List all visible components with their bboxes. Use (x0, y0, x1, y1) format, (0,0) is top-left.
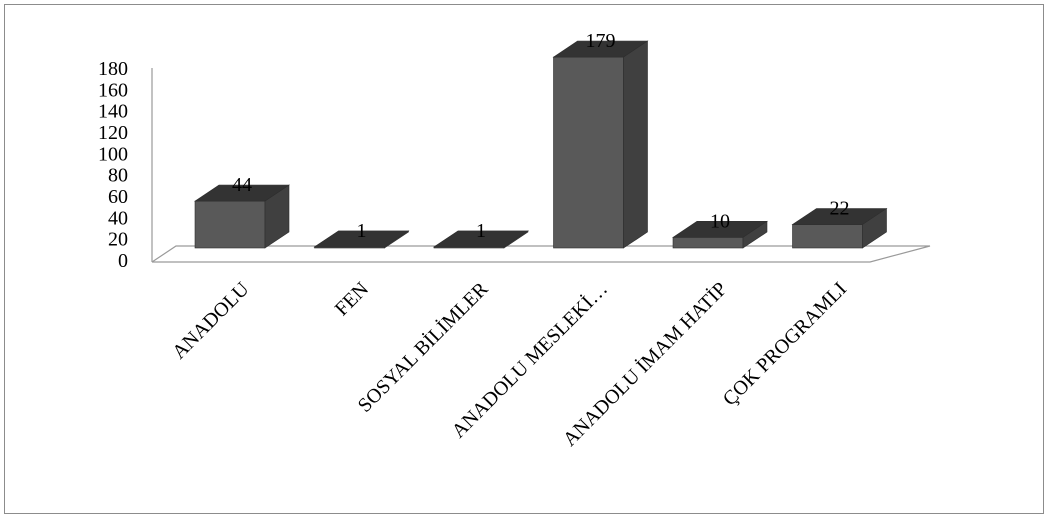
data-label: 179 (586, 30, 616, 52)
y-tick-label: 80 (108, 165, 128, 187)
bar-front (194, 200, 266, 249)
bar-side (623, 40, 648, 249)
x-tick-label: ÇOK PROGRAMLI (719, 278, 851, 410)
data-label: 1 (357, 220, 367, 242)
data-label: 10 (710, 210, 730, 232)
bar-side (384, 230, 409, 249)
bar-front (672, 237, 744, 249)
bar-front (553, 56, 624, 249)
y-tick-label: 140 (98, 101, 128, 123)
bar-side (862, 207, 887, 249)
y-tick-label: 20 (108, 229, 128, 251)
x-tick-label: FEN (331, 278, 373, 320)
y-tick-label: 60 (108, 186, 128, 208)
x-tick-label: ANADOLU (168, 278, 254, 364)
data-label: 22 (830, 198, 850, 220)
bar-front (792, 224, 863, 249)
y-tick-label: 160 (98, 79, 128, 101)
y-tick-label: 120 (98, 122, 128, 144)
bar-side (742, 220, 768, 249)
x-tick-label: SOSYAL BİLİMLER (353, 277, 493, 417)
chart-floor (151, 245, 931, 263)
y-tick-label: 100 (98, 143, 128, 165)
bar-side (264, 184, 290, 249)
data-label: 1 (476, 220, 486, 242)
data-labels: 44 1 1 179 10 22 (232, 30, 850, 242)
chart-frame (4, 4, 1044, 514)
bars (194, 40, 888, 249)
y-tick-label: 180 (98, 58, 128, 80)
bar-side (503, 230, 529, 249)
y-tick-label: 40 (108, 207, 128, 229)
floor-outline (151, 245, 931, 263)
y-tick-label: 0 (118, 250, 128, 272)
data-label: 44 (232, 174, 252, 196)
